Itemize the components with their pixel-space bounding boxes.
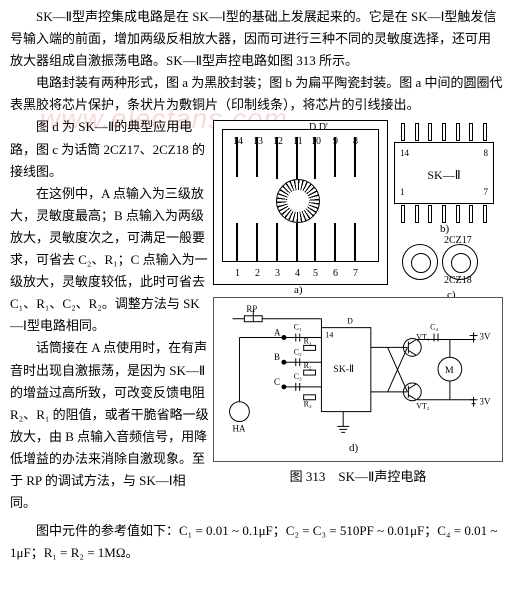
svg-text:SK-Ⅱ: SK-Ⅱ xyxy=(333,365,354,376)
paragraph-2: 电路封装有两种形式，图 a 为黑胶封装；图 b 为扁平陶瓷封装。图 a 中间的圆… xyxy=(10,72,503,116)
svg-text:C₁: C₁ xyxy=(294,323,302,332)
paragraph-3b: 在这例中，A 点输入为三级放大，灵敏度最高；B 点输入为两级放大，灵敏度次之，可… xyxy=(10,183,210,338)
svg-text:M: M xyxy=(445,366,454,377)
svg-text:14: 14 xyxy=(325,331,333,340)
svg-text:RP: RP xyxy=(246,304,257,314)
svg-text:C₄: C₄ xyxy=(430,323,438,332)
paragraph-4: 图中元件的参考值如下：C₁ = 0.01 ~ 0.1μF；C₂ = C₃ = 5… xyxy=(10,520,503,564)
svg-text:A: A xyxy=(274,328,281,338)
figure-b-dip: 14 8 1 7 SK—Ⅱ b) xyxy=(394,142,494,204)
svg-text:3V: 3V xyxy=(480,332,491,342)
svg-text:C: C xyxy=(274,377,280,387)
paragraph-1: SK—Ⅱ型声控集成电路是在 SK—Ⅰ型的基础上发展起来的。它是在 SK—Ⅰ型触发… xyxy=(10,6,503,72)
svg-text:R₃: R₃ xyxy=(304,400,312,409)
figure-block: D D' 14 13 12 11 xyxy=(213,120,503,488)
paragraph-3a: 图 d 为 SK—Ⅱ的典型应用电路，图 c 为话筒 2CZ17、2CZ18 的接… xyxy=(10,116,210,182)
svg-text:D: D xyxy=(347,317,353,326)
figure-d-schematic: SK-Ⅱ 14 D RP A C₁ B C₂ xyxy=(213,297,503,462)
left-text-column: 图 d 为 SK—Ⅱ的典型应用电路，图 c 为话筒 2CZ17、2CZ18 的接… xyxy=(10,116,210,514)
paragraph-3c: 话筒接在 A 点使用时，在有声音时出现自激振荡，是因为 SK—Ⅱ的增益过高所致，… xyxy=(10,337,210,514)
figure-c-mics: 2CZ17 2CZ18 c) xyxy=(402,244,497,280)
figure-a-pcb: D D' 14 13 12 11 xyxy=(213,120,388,285)
svg-text:C₂: C₂ xyxy=(294,348,302,357)
svg-text:VT₂: VT₂ xyxy=(416,402,430,411)
figure-main-caption: 图 313 SK—Ⅱ声控电路 xyxy=(213,466,503,488)
svg-text:VT₁: VT₁ xyxy=(416,333,430,342)
svg-text:HA: HA xyxy=(233,424,246,434)
svg-text:C₃: C₃ xyxy=(294,372,302,381)
svg-text:3V: 3V xyxy=(480,397,491,407)
svg-text:R₁: R₁ xyxy=(304,337,312,346)
fig-d-caption: d) xyxy=(349,439,358,458)
svg-text:R₂: R₂ xyxy=(304,362,312,371)
svg-text:B: B xyxy=(274,353,280,363)
fig-b-chip-label: SK—Ⅱ xyxy=(395,165,493,185)
